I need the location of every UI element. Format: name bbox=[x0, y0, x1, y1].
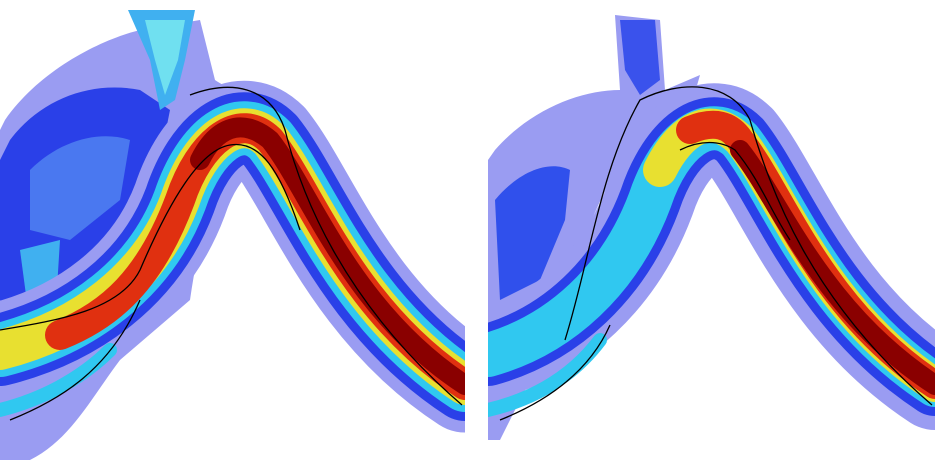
left-panel bbox=[0, 10, 465, 460]
right-panel bbox=[488, 15, 935, 440]
figure bbox=[0, 0, 935, 469]
page: {} html, body { margin: 0; padding: 0; b… bbox=[0, 0, 935, 469]
body bbox=[0, 0, 935, 469]
